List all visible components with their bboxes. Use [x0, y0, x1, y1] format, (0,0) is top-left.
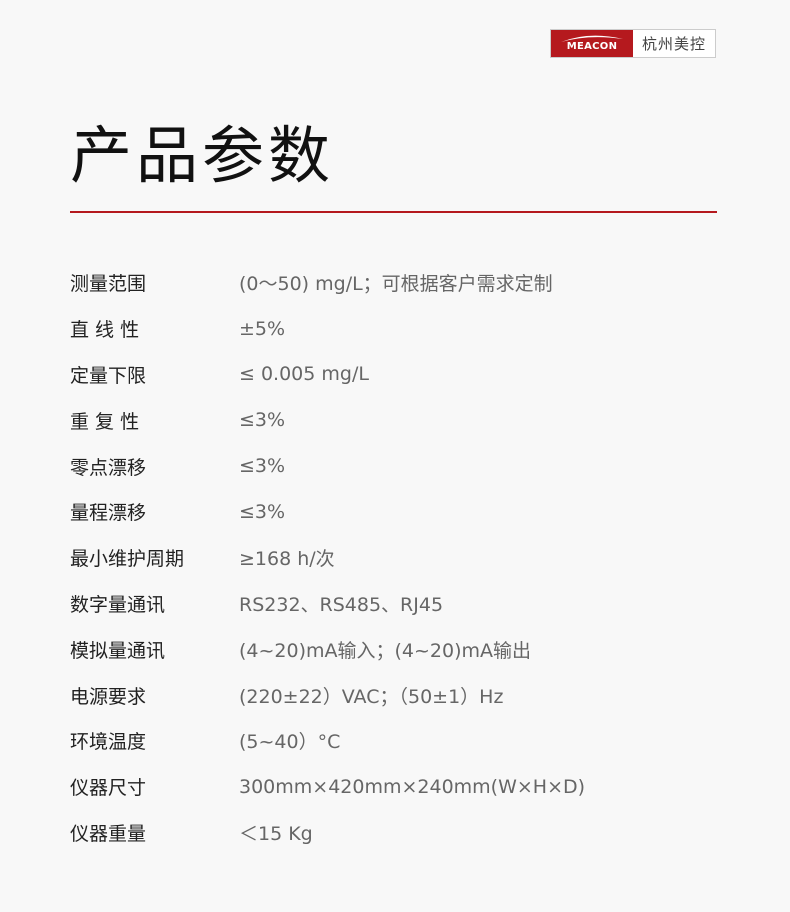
- param-label: 零点漂移: [70, 456, 147, 479]
- param-list: 测量范围 (0～50) mg/L；可根据客户需求定制直 线 性 ±5% 定量下限 ≤ 0…: [70, 260, 585, 855]
- param-row: 重 复 性 ≤3%: [70, 397, 585, 443]
- param-row: 环境温度 (5~40）°C: [70, 718, 585, 764]
- param-row: 仪器重量 ＜15 Kg: [70, 810, 585, 856]
- param-label: 模拟量通讯: [70, 639, 166, 662]
- param-value: (0～50) mg/L；可根据客户需求定制: [239, 273, 553, 296]
- param-label: 仪器尺寸: [70, 777, 147, 800]
- param-label: 量程漂移: [70, 502, 147, 525]
- page-title: 产品参数: [70, 119, 335, 192]
- param-value: ＜15 Kg: [239, 822, 313, 845]
- param-value: (4~20)mA输入；(4~20)mA输出: [239, 639, 532, 662]
- param-value: ≥168 h/次: [239, 548, 335, 571]
- logo-brand: MEACON: [566, 40, 618, 52]
- param-value: (220±22）VAC；（50±1）Hz: [239, 685, 504, 708]
- param-label: 数字量通讯: [70, 593, 166, 616]
- param-label: 重 复 性: [70, 410, 140, 433]
- param-row: 数字量通讯 RS232、RS485、RJ45: [70, 581, 585, 627]
- param-row: 电源要求 (220±22）VAC；（50±1）Hz: [70, 672, 585, 718]
- param-row: 定量下限 ≤ 0.005 mg/L: [70, 352, 585, 398]
- param-row: 直 线 性 ±5%: [70, 306, 585, 352]
- param-value: 300mm×420mm×240mm(W×H×D): [239, 775, 586, 798]
- divider: [70, 211, 717, 213]
- param-value: ≤3%: [239, 500, 286, 523]
- meacon-logo-mark: MEACON: [551, 30, 633, 57]
- param-row: 量程漂移 ≤3%: [70, 489, 585, 535]
- param-row: 零点漂移 ≤3%: [70, 443, 585, 489]
- param-value: ±5%: [239, 317, 286, 340]
- swoosh-icon: [561, 35, 623, 42]
- param-label: 最小维护周期: [70, 548, 185, 571]
- param-row: 仪器尺寸 300mm×420mm×240mm(W×H×D): [70, 764, 585, 810]
- param-value: ≤3%: [239, 409, 286, 432]
- param-row: 模拟量通讯 (4~20)mA输入；(4~20)mA输出: [70, 626, 585, 672]
- param-label: 直 线 性: [70, 319, 140, 342]
- param-value: RS232、RS485、RJ45: [239, 593, 444, 616]
- param-value: ≤3%: [239, 455, 286, 478]
- company-logo: MEACON 杭州美控: [550, 29, 716, 58]
- logo-company: 杭州美控: [633, 30, 715, 57]
- param-row: 最小维护周期 ≥168 h/次: [70, 535, 585, 581]
- param-label: 环境温度: [70, 731, 147, 754]
- param-label: 仪器重量: [70, 822, 147, 845]
- param-value: (5~40）°C: [239, 731, 341, 754]
- param-row: 测量范围 (0～50) mg/L；可根据客户需求定制: [70, 260, 585, 306]
- param-label: 定量下限: [70, 364, 147, 387]
- param-value: ≤ 0.005 mg/L: [239, 363, 369, 386]
- param-label: 测量范围: [70, 273, 147, 296]
- param-label: 电源要求: [70, 685, 147, 708]
